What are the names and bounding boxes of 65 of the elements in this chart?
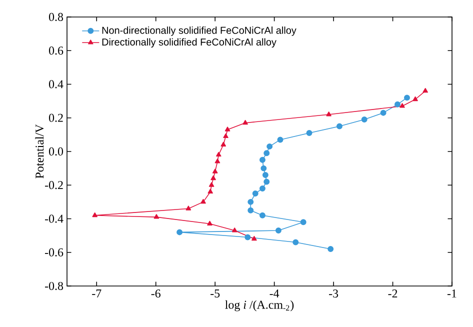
point [154, 214, 160, 219]
point [361, 116, 368, 123]
point [262, 172, 268, 178]
point [242, 120, 248, 125]
point [248, 207, 254, 214]
y-tick-label: 0.4 [48, 80, 64, 88]
point [208, 182, 214, 187]
point [252, 236, 257, 241]
y-tick-label: -0.2 [45, 181, 63, 190]
x-axis-title: log i /(A.cm$_{-2}$) [225, 300, 294, 312]
point [208, 188, 213, 194]
point [275, 228, 282, 234]
x-tick-label: -6 [151, 290, 160, 298]
point [224, 126, 230, 132]
y-axis-title: Potential/V [35, 124, 44, 178]
point [200, 198, 206, 204]
point [264, 178, 270, 185]
point [260, 165, 267, 172]
point [412, 96, 418, 102]
point [259, 156, 266, 163]
point [326, 112, 332, 116]
point [216, 152, 222, 157]
y-tick-label: 0.6 [48, 46, 64, 55]
y-tick-label: -0.8 [45, 282, 64, 290]
point [212, 168, 218, 174]
point [248, 198, 254, 205]
y-tick-label: 0.8 [48, 12, 64, 22]
point [336, 123, 342, 130]
point [223, 133, 228, 138]
legend-label: Directionally solidified FeCoNiCrAl alloy [102, 38, 276, 48]
legend-label: Non-directionally solidified FeCoNiCrAl alloy [102, 26, 296, 36]
point [214, 158, 220, 164]
x-tick-label: -7 [92, 290, 102, 298]
point [292, 239, 299, 246]
point [404, 94, 410, 101]
point [400, 103, 405, 108]
point [380, 110, 386, 116]
point [207, 220, 212, 226]
point [328, 246, 334, 252]
point [220, 142, 226, 146]
point [92, 212, 98, 218]
y-tick-label: -0.6 [45, 248, 64, 256]
x-tick-label: -3 [329, 290, 338, 298]
point [266, 143, 273, 150]
x-tick-label: -4 [270, 290, 280, 298]
x-tick-label: -2 [388, 290, 398, 298]
point [232, 228, 238, 232]
point [306, 130, 312, 136]
x-tick-label: -1 [447, 290, 456, 298]
point [259, 185, 266, 192]
point [252, 190, 258, 197]
point [394, 101, 401, 108]
point [176, 229, 183, 236]
y-tick-label: -0.4 [45, 214, 64, 223]
point [264, 150, 270, 156]
point [422, 88, 428, 93]
x-tick-label: -5 [210, 290, 220, 298]
point [244, 234, 251, 240]
point [259, 212, 266, 218]
y-tick-label: 0.0 [48, 147, 64, 156]
point [300, 219, 306, 226]
point [277, 136, 284, 143]
point [210, 175, 216, 180]
y-tick-label: 0.2 [48, 114, 63, 122]
point [186, 206, 192, 210]
